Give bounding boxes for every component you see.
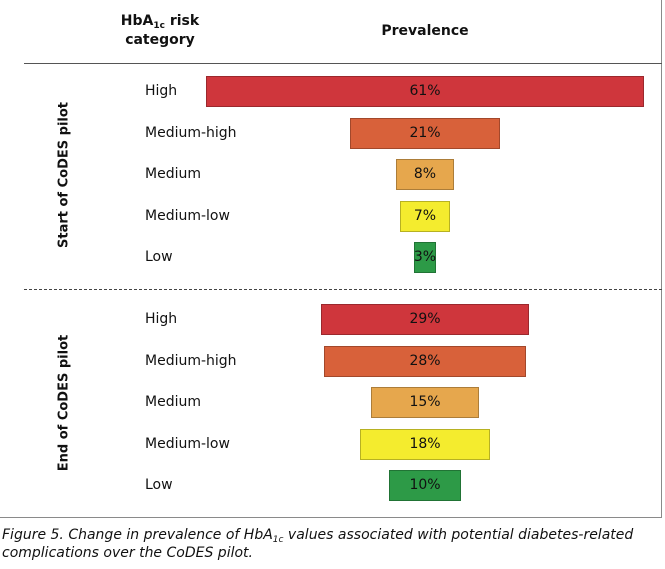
category-label: High — [145, 83, 178, 99]
figure-caption: Figure 5. Change in prevalence of HbA1c … — [2, 526, 642, 562]
data-label: 8% — [413, 166, 437, 182]
prevalence-bar — [324, 345, 526, 377]
category-label: Medium-high — [145, 352, 237, 369]
category-header-suffix: risk — [164, 13, 200, 29]
data-label: 61% — [409, 83, 441, 99]
prevalence-bar — [414, 242, 436, 273]
group-separator — [24, 289, 662, 290]
prevalence-bar — [206, 76, 644, 107]
prevalence-bar — [320, 304, 530, 335]
caption-suffix: values associated with potential diabete… — [2, 527, 634, 561]
category-label: High — [145, 311, 178, 327]
figure-frame — [0, 0, 662, 518]
prevalence-bar — [349, 117, 501, 149]
data-label: 7% — [413, 207, 437, 224]
data-label: 28% — [409, 352, 441, 369]
category-header-line2: category — [125, 32, 195, 48]
prevalence-bar — [360, 428, 490, 460]
category-label: Medium-low — [145, 435, 230, 452]
group-label: Start of CoDES pilot — [56, 101, 72, 248]
category-label: Low — [145, 477, 173, 493]
caption-prefix: Figure 5. Change in prevalence of HbA — [2, 527, 273, 543]
prevalence-bar — [396, 159, 454, 190]
category-label: Medium-high — [145, 124, 237, 141]
category-label: Low — [145, 249, 173, 265]
prevalence-bar — [389, 470, 461, 501]
category-label: Medium — [145, 166, 201, 182]
data-label: 18% — [409, 435, 441, 452]
prevalence-bar — [371, 387, 479, 418]
category-column-header: HbA1c risk category — [100, 12, 220, 50]
data-label: 10% — [409, 477, 441, 493]
header-rule — [24, 63, 662, 64]
caption-subscript: 1c — [272, 535, 284, 545]
prevalence-column-header: Prevalence — [381, 23, 469, 39]
category-label: Medium-low — [145, 207, 230, 224]
data-label: 3% — [413, 249, 437, 265]
group-label: End of CoDES pilot — [56, 334, 72, 471]
data-label: 21% — [409, 124, 441, 141]
data-label: 29% — [409, 311, 441, 327]
category-label: Medium — [145, 394, 201, 410]
data-label: 15% — [409, 394, 441, 410]
prevalence-bar — [399, 200, 451, 232]
category-header-prefix: HbA — [120, 13, 154, 29]
category-header-subscript: 1c — [153, 21, 165, 31]
